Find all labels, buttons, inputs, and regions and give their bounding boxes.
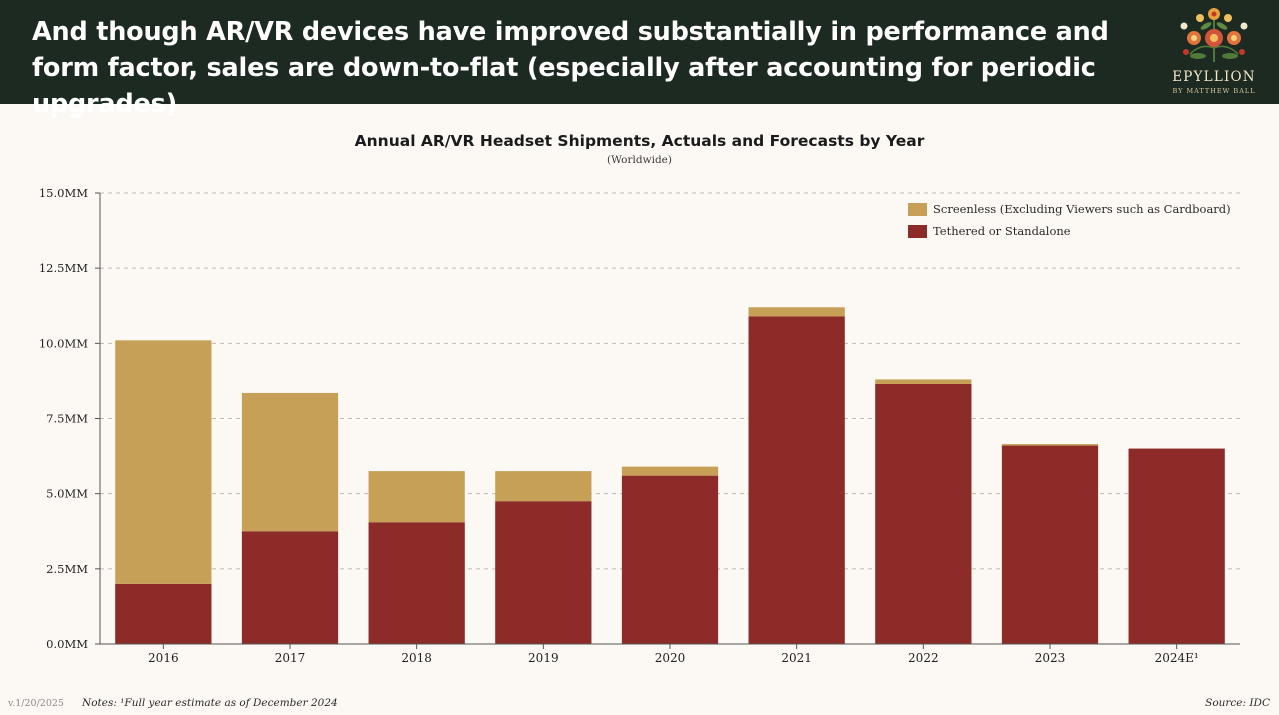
x-tick-label: 2018 xyxy=(401,651,432,665)
legend-swatch-screenless xyxy=(908,202,927,216)
bar-tethered xyxy=(748,316,845,644)
legend-label-tethered: Tethered or Standalone xyxy=(933,224,1071,238)
bar-tethered xyxy=(1001,445,1099,644)
x-tick-label: 2016 xyxy=(148,651,179,665)
legend-label-screenless: Screenless (Excluding Viewers such as Ca… xyxy=(933,202,1231,216)
bar-tethered xyxy=(621,475,719,644)
x-tick-label: 2022 xyxy=(908,651,939,665)
bar-tethered xyxy=(241,531,339,644)
y-tick-label: 12.5MM xyxy=(39,261,88,275)
floral-logo-icon xyxy=(1180,8,1248,62)
version-label: v.1/20/2025 xyxy=(8,698,64,709)
bar-tethered xyxy=(495,501,592,644)
bar-screenless xyxy=(748,307,845,317)
x-tick-label: 2017 xyxy=(275,651,306,665)
logo-wordmark: EPYLLION xyxy=(1172,69,1256,85)
bar-screenless xyxy=(875,379,972,384)
chart-title: Annual AR/VR Headset Shipments, Actuals … xyxy=(354,132,925,150)
legend-item-screenless: Screenless (Excluding Viewers such as Ca… xyxy=(908,198,1231,220)
bar-screenless xyxy=(368,471,465,523)
bar-screenless xyxy=(621,466,719,476)
axes: 0.0MM 2.5MM 5.0MM 7.5MM 10.0MM 12.5MM 15.0MM 20… xyxy=(39,186,1240,665)
bar-screenless xyxy=(495,471,592,502)
source-label: Source: IDC xyxy=(1205,697,1270,709)
epyllion-logo: EPYLLION BY MATTHEW BALL xyxy=(1158,4,1270,102)
y-tick-label: 10.0MM xyxy=(39,336,88,350)
x-tick-label: 2019 xyxy=(528,651,559,665)
page-headline: And though AR/VR devices have improved s… xyxy=(32,17,1109,119)
x-tick-label: 2021 xyxy=(781,651,812,665)
x-tick-label: 2020 xyxy=(655,651,686,665)
bar-tethered xyxy=(115,583,212,644)
chart-legend: Screenless (Excluding Viewers such as Ca… xyxy=(908,198,1231,242)
bar-screenless xyxy=(241,392,339,532)
bar-tethered xyxy=(875,383,972,644)
y-tick-label: 0.0MM xyxy=(46,637,88,651)
bar-tethered xyxy=(368,522,465,644)
x-tick-label: 2023 xyxy=(1035,651,1066,665)
legend-item-tethered: Tethered or Standalone xyxy=(908,220,1231,242)
y-tick-label: 5.0MM xyxy=(46,487,88,501)
x-tick-label: 2024E¹ xyxy=(1155,651,1199,665)
bar-screenless xyxy=(115,340,212,584)
header-bar: And though AR/VR devices have improved s… xyxy=(0,0,1279,119)
bar-screenless xyxy=(1001,444,1099,446)
bar-tethered xyxy=(1128,448,1225,644)
y-tick-label: 15.0MM xyxy=(39,186,88,200)
footnote: Notes: ¹Full year estimate as of Decembe… xyxy=(82,697,338,709)
y-tick-label: 7.5MM xyxy=(46,412,88,426)
y-tick-label: 2.5MM xyxy=(46,562,88,576)
bars xyxy=(115,307,1225,644)
chart-subtitle: (Worldwide) xyxy=(607,154,672,166)
logo-byline: BY MATTHEW BALL xyxy=(1172,87,1256,95)
legend-swatch-tethered xyxy=(908,224,927,238)
